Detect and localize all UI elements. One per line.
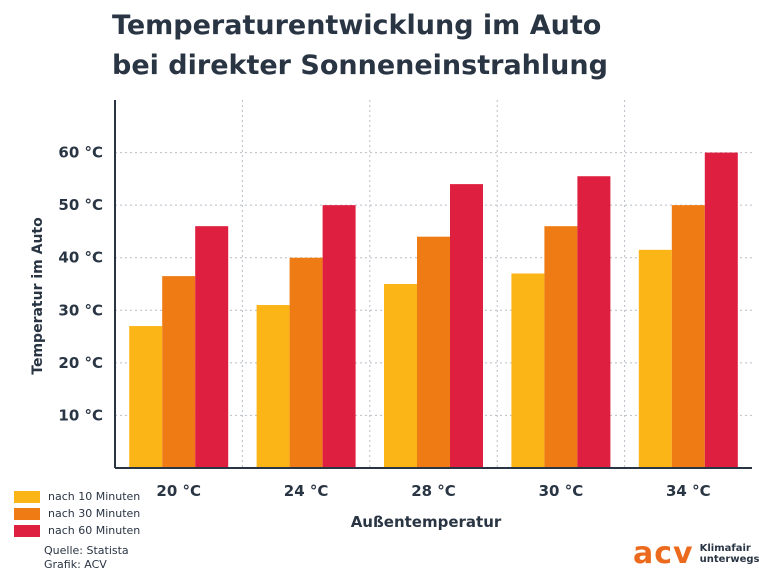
bar [704,152,738,469]
legend-label-30: nach 30 Minuten [48,507,141,520]
bar [544,226,578,468]
chart-title-line1: Temperaturentwicklung im Auto [112,10,602,41]
source-note: Quelle: Statista Grafik: ACV [44,544,129,572]
legend-swatch-10 [14,490,40,503]
bar [638,249,672,468]
bar [289,257,323,468]
legend-label-60: nach 60 Minuten [48,524,141,537]
bar [417,236,450,468]
x-tick-label: 34 °C [666,482,711,500]
logo-tagline-line1: Klimafair [699,543,751,554]
chart-title: Temperaturentwicklung im Auto bei direkt… [112,6,608,86]
logo-tagline: Klimafair unterwegs [700,543,759,565]
y-tick-label: 50 °C [58,196,103,214]
y-tick-label: 10 °C [58,406,103,424]
y-tick-label: 20 °C [58,354,103,372]
logo-mark: acv [633,536,694,571]
bar [671,205,705,468]
bar [384,284,417,468]
y-tick-label: 30 °C [58,301,103,319]
x-axis-label: Außentemperatur [351,513,502,531]
bar [577,176,611,468]
source-text: Quelle: Statista [44,544,129,557]
legend-swatch-60 [14,524,40,537]
bars [129,152,738,469]
axes [114,100,752,469]
bar [162,276,196,468]
bar [511,273,545,468]
legend-item-60: nach 60 Minuten [14,522,140,539]
x-tick-label: 30 °C [539,482,584,500]
acv-logo: acv Klimafair unterwegs [633,536,759,572]
bar [322,205,356,468]
logo-tagline-line2: unterwegs [699,554,759,565]
x-tick-label: 28 °C [411,482,456,500]
x-tick-labels: 20 °C 24 °C 28 °C 30 °C 34 °C [156,482,710,500]
bar [129,326,163,468]
bar [256,305,290,468]
chart-subtitle: bei direkter Sonneneinstrahlung [112,50,608,81]
y-tick-label: 60 °C [58,144,103,162]
y-tick-labels: 10 °C 20 °C 30 °C 40 °C 50 °C 60 °C [58,144,103,425]
legend: nach 10 Minuten nach 30 Minuten nach 60 … [14,488,140,539]
legend-item-10: nach 10 Minuten [14,488,140,505]
x-tick-label: 20 °C [156,482,201,500]
legend-swatch-30 [14,507,40,520]
credit-text: Grafik: ACV [44,558,107,571]
legend-item-30: nach 30 Minuten [14,505,140,522]
x-tick-label: 24 °C [284,482,329,500]
bar [195,226,229,468]
legend-label-10: nach 10 Minuten [48,490,141,503]
bar [450,184,483,468]
y-tick-label: 40 °C [58,249,103,267]
y-axis-label: Temperatur im Auto [30,217,46,375]
